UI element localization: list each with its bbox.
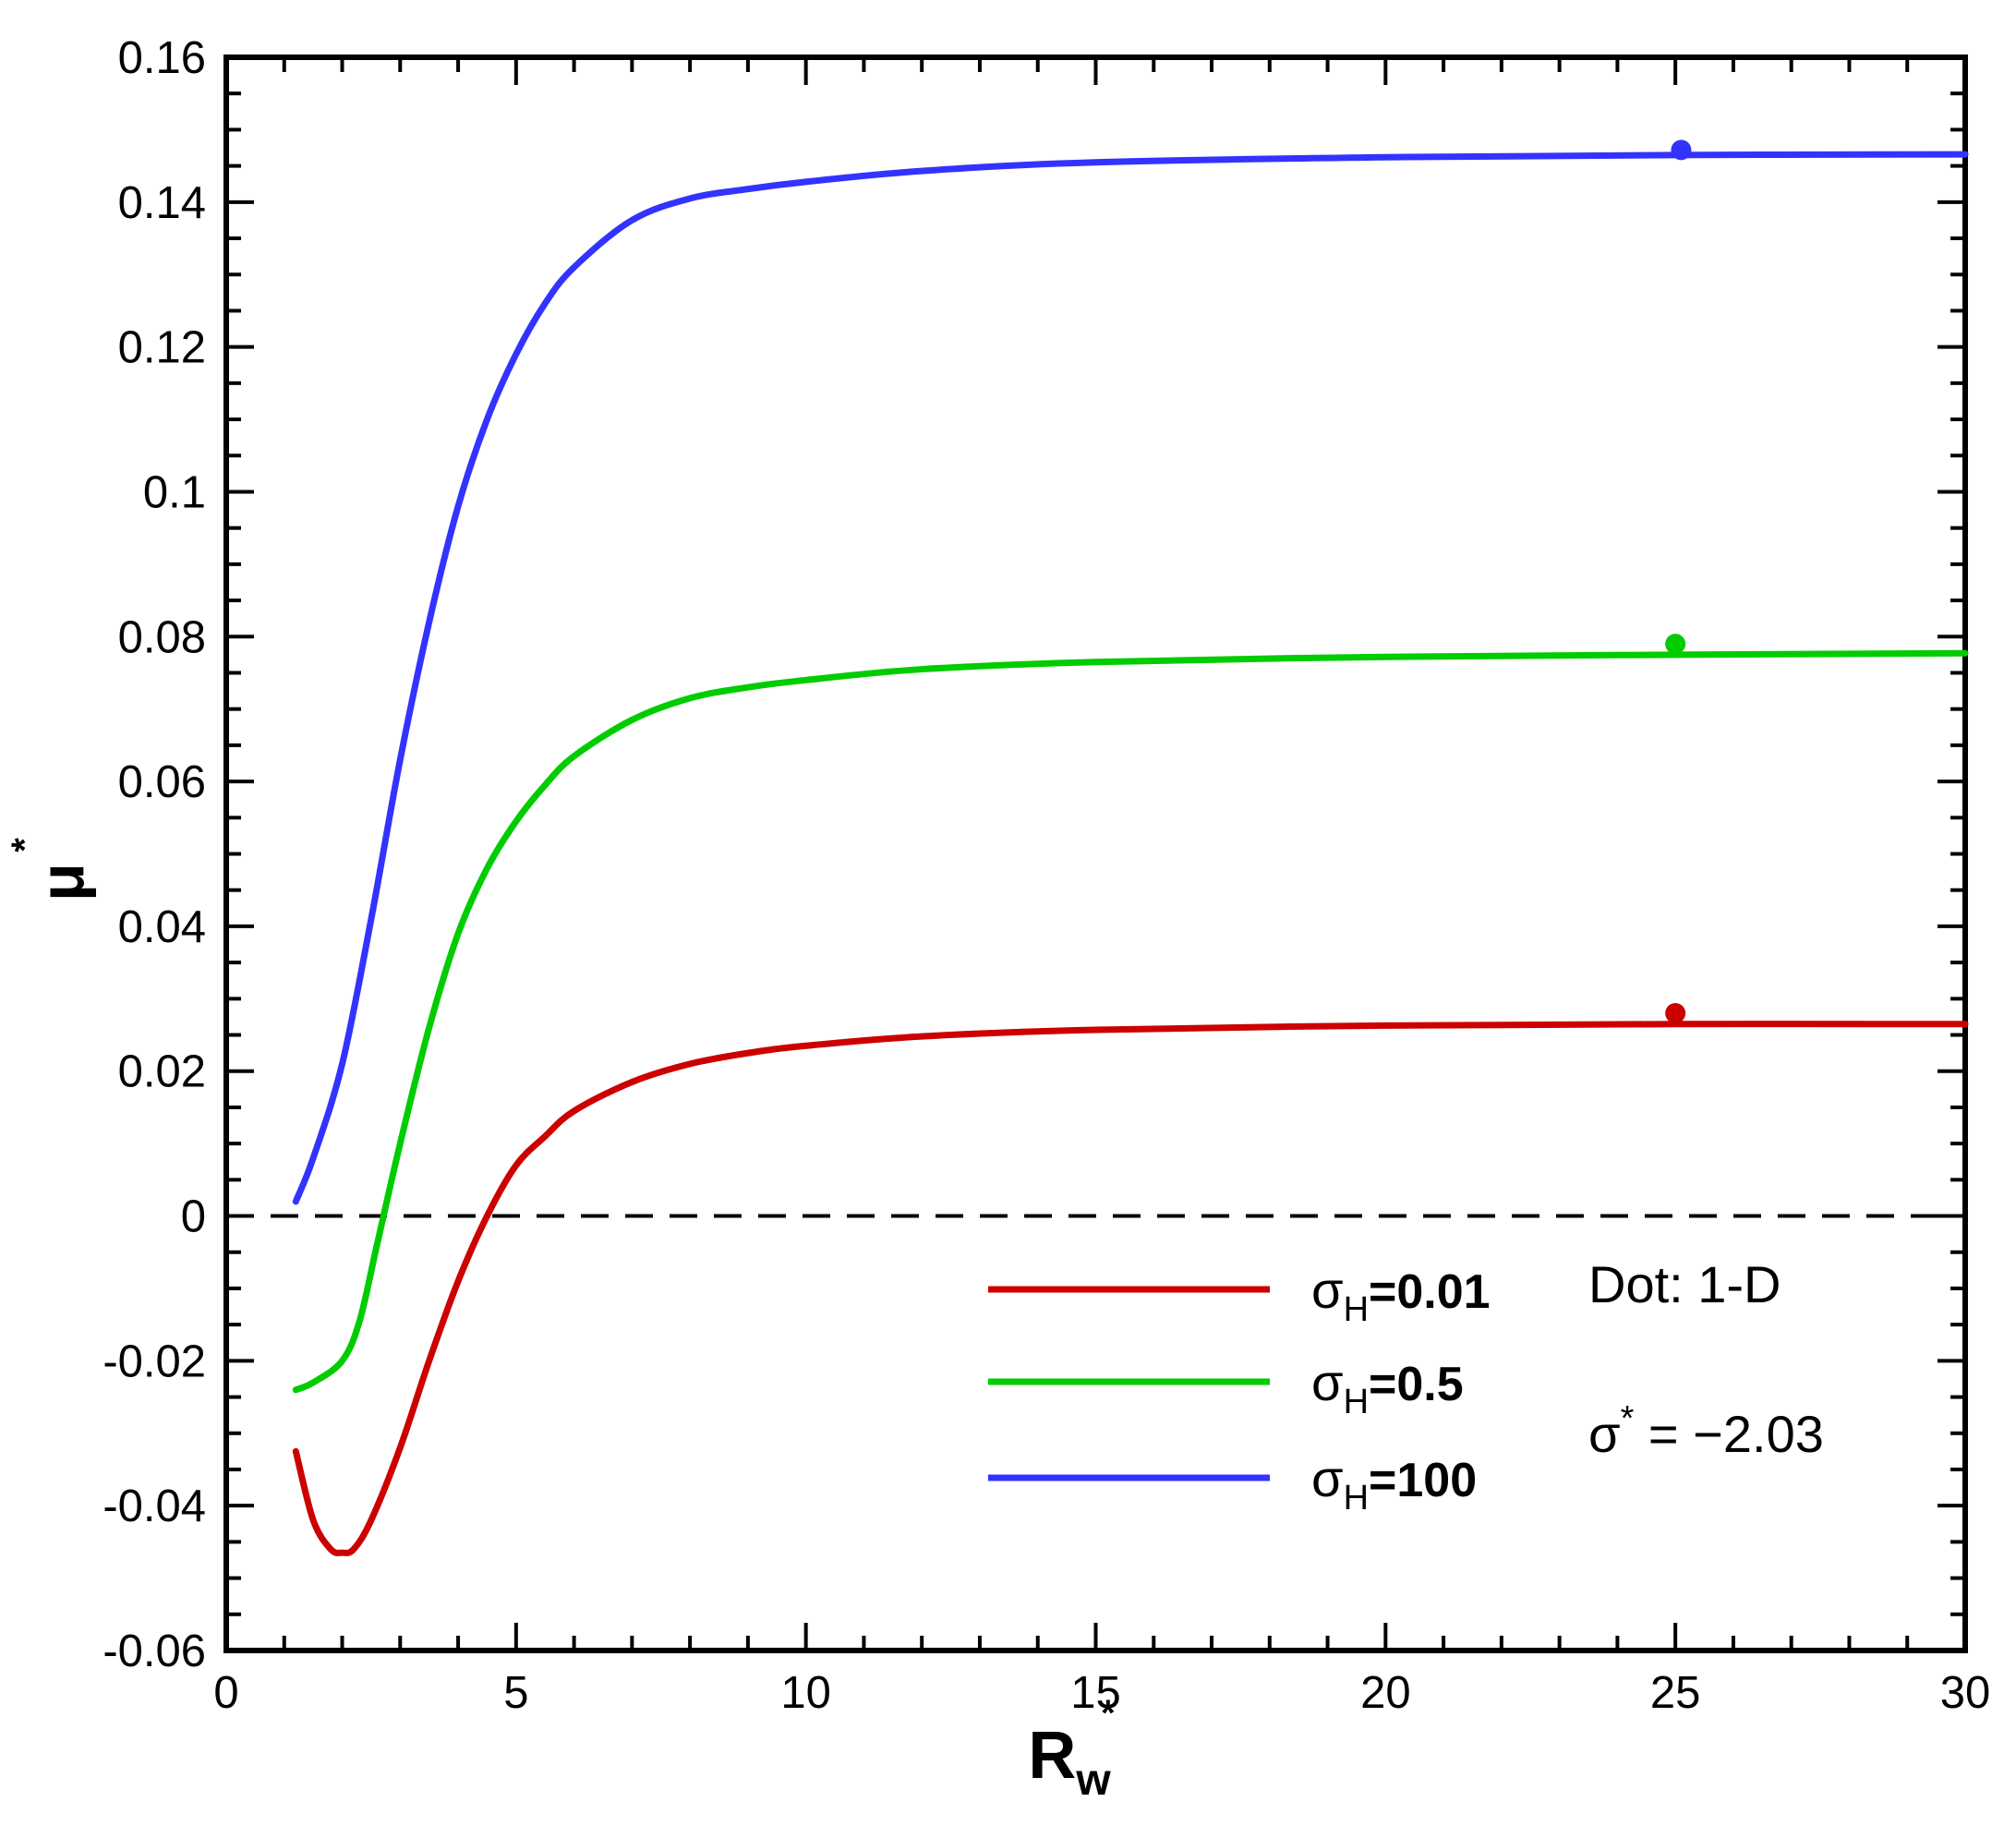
series-dot-1d-2 <box>1665 634 1686 655</box>
y-tick-label: -0.02 <box>103 1336 206 1386</box>
y-tick-label: -0.06 <box>103 1626 206 1676</box>
dot-note: Dot: 1-D <box>1588 1255 1781 1313</box>
x-tick-label: 15 <box>1070 1668 1121 1718</box>
y-axis-title-main: μ <box>27 863 97 901</box>
legend: σH=0.01 σH=0.5 σH=100 <box>988 1261 1491 1518</box>
y-tick-label: 0.1 <box>143 467 206 517</box>
legend-label-series-3: σH=100 <box>1311 1449 1477 1518</box>
y-tick-label: 0.08 <box>118 612 206 662</box>
x-tick-label: 5 <box>503 1668 528 1718</box>
y-axis-title: μ <box>27 863 97 901</box>
x-axis-title-superscript: * <box>1101 1693 1116 1734</box>
series-dot-1d-3 <box>1671 139 1692 161</box>
series-line-1 <box>292 1021 1969 1556</box>
x-axis-title-sub: w <box>1075 1756 1111 1805</box>
y-axis-title-superscript: * <box>5 838 45 852</box>
ticks-layer: 0 5 10 15 20 25 30 -0.06 -0.04 -0.02 0 0.02 0.04 0.06… <box>103 33 1990 1718</box>
x-axis-title: Rw <box>1028 1719 1111 1805</box>
x-tick-label: 10 <box>780 1668 831 1718</box>
y-tick-label: 0.16 <box>118 33 206 83</box>
y-tick-label: 0.12 <box>118 323 206 373</box>
x-tick-label: 20 <box>1360 1668 1411 1718</box>
sigma-note: σ* = −2.03 <box>1588 1399 1824 1463</box>
y-tick-label: -0.04 <box>103 1481 206 1531</box>
legend-label-series-2: σH=0.5 <box>1311 1353 1464 1421</box>
series-layer <box>292 139 1969 1556</box>
legend-label-series-1: σH=0.01 <box>1311 1261 1491 1329</box>
y-tick-label: 0.04 <box>118 902 206 952</box>
x-axis-title-main: R <box>1028 1719 1076 1793</box>
series-dot-1d-1 <box>1665 1003 1686 1023</box>
y-tick-label: 0.14 <box>118 178 206 228</box>
x-tick-label: 30 <box>1940 1668 1991 1718</box>
x-tick-label: 25 <box>1650 1668 1701 1718</box>
series-line-2 <box>292 649 1969 1394</box>
y-tick-label: 0.02 <box>118 1047 206 1097</box>
x-tick-label: 0 <box>213 1668 238 1718</box>
series-line-3 <box>292 151 1969 1205</box>
y-tick-label: 0 <box>181 1192 206 1242</box>
y-tick-label: 0.06 <box>118 757 206 807</box>
